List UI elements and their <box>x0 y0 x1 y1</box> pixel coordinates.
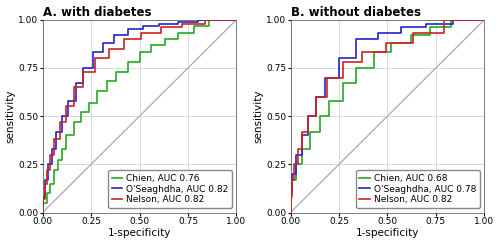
Text: A. with diabetes: A. with diabetes <box>42 6 151 19</box>
Legend: Chien, AUC 0.76, O'Seaghdha, AUC 0.82, Nelson, AUC 0.82: Chien, AUC 0.76, O'Seaghdha, AUC 0.82, N… <box>108 170 232 208</box>
X-axis label: 1-specificity: 1-specificity <box>356 228 419 238</box>
X-axis label: 1-specificity: 1-specificity <box>108 228 171 238</box>
Legend: Chien, AUC 0.68, O'Seaghdha, AUC 0.78, Nelson, AUC 0.82: Chien, AUC 0.68, O'Seaghdha, AUC 0.78, N… <box>356 170 480 208</box>
Y-axis label: sensitivity: sensitivity <box>254 89 264 143</box>
Y-axis label: sensitivity: sensitivity <box>6 89 16 143</box>
Text: B. without diabetes: B. without diabetes <box>290 6 420 19</box>
